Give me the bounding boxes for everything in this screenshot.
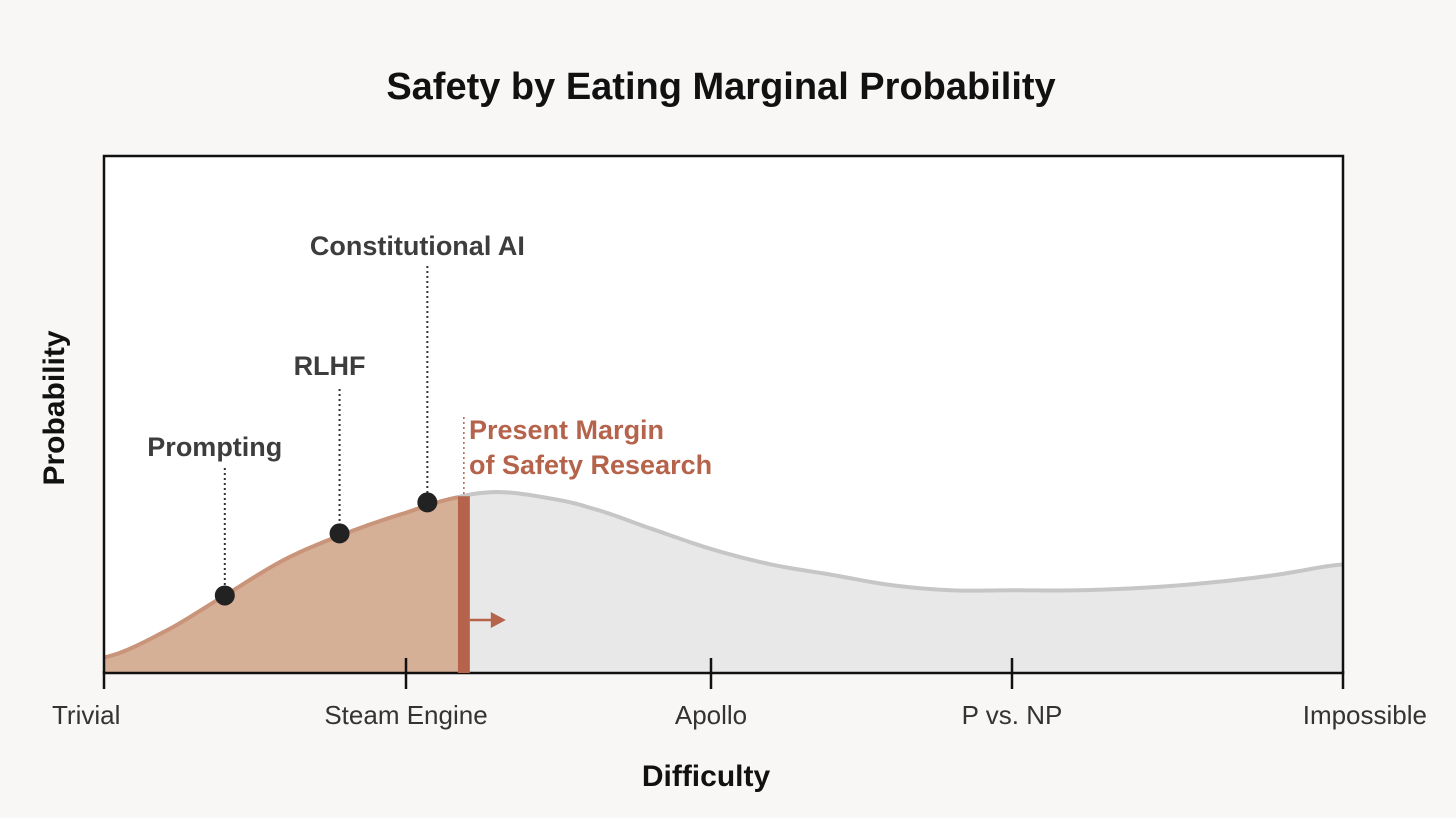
- y-axis-title: Probability: [38, 330, 71, 485]
- x-axis-title: Difficulty: [642, 760, 771, 793]
- solved-curve: [103, 495, 459, 660]
- x-axis: Trivial Steam Engine Apollo P vs. NP Impossi…: [52, 658, 1427, 730]
- x-tick-label: Trivial: [52, 700, 120, 730]
- unsolved-curve: [457, 490, 1344, 593]
- annotations: Prompting RLHF Constitutional AI: [147, 231, 525, 606]
- annotation-point: [329, 523, 350, 544]
- annotation-label: Constitutional AI: [310, 231, 525, 261]
- chart-title: Safety by Eating Marginal Probability: [386, 66, 1055, 108]
- present-margin: Present Margin of Safety Research: [457, 415, 712, 673]
- solved-area: [104, 497, 458, 673]
- x-tick-label: P vs. NP: [962, 700, 1063, 730]
- margin-bar: [457, 496, 470, 673]
- annotation-label: Prompting: [147, 432, 282, 462]
- x-tick-label: Impossible: [1303, 700, 1427, 730]
- margin-label-line-2: of Safety Research: [469, 450, 712, 480]
- x-tick-label: Apollo: [675, 700, 747, 730]
- margin-arrow-head: [490, 612, 506, 628]
- x-tick-label: Steam Engine: [324, 700, 487, 730]
- curve-layer: [103, 490, 1344, 673]
- annotation-point: [214, 585, 235, 606]
- annotation-point: [417, 492, 438, 513]
- annotation-label: RLHF: [294, 351, 366, 381]
- unsolved-area: [457, 492, 1344, 673]
- plot-frame: [102, 154, 1345, 675]
- margin-label-line-1: Present Margin: [469, 415, 664, 445]
